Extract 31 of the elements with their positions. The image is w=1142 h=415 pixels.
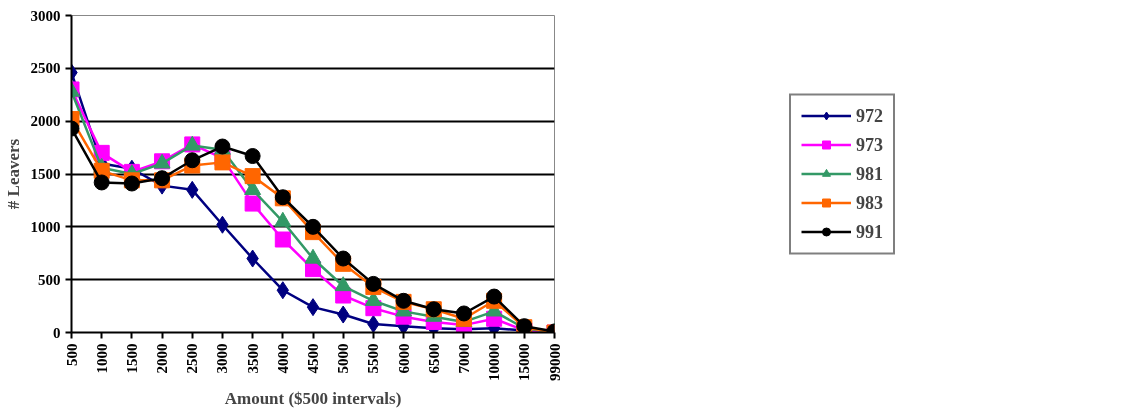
x-tick-label: 99000	[546, 343, 563, 381]
legend-label: 973	[856, 134, 883, 155]
x-tick-label: 5500	[365, 343, 382, 374]
x-tick-label: 2500	[184, 343, 201, 374]
x-tick-label: 1500	[123, 343, 140, 374]
x-tick-label: 4500	[305, 343, 321, 374]
y-tick-label: 1500	[30, 166, 61, 182]
legend-label: 981	[856, 163, 883, 184]
x-tick-label: 500	[63, 343, 80, 366]
x-tick-label: 3500	[244, 343, 261, 374]
x-tick-label: 4000	[274, 343, 291, 374]
x-axis-title: Amount ($500 intervals)	[224, 389, 402, 408]
x-tick-label: 5000	[335, 343, 352, 374]
x-tick-label: 10000	[486, 343, 503, 381]
legend-label: 972	[856, 105, 883, 126]
x-tick-label: 6000	[395, 343, 412, 374]
y-tick-label: 1000	[30, 218, 61, 235]
x-tick-label: 6500	[425, 343, 442, 374]
y-tick-label: 500	[38, 271, 61, 288]
legend-label: 991	[856, 221, 883, 242]
y-tick-label: 2000	[30, 113, 61, 130]
x-tick-label: 2000	[154, 343, 171, 374]
x-tick-label: 15000	[516, 343, 533, 381]
y-axis-title: # Leavers	[3, 138, 23, 210]
x-tick-label: 3000	[214, 343, 231, 374]
x-tick-label: 7000	[455, 343, 472, 374]
y-tick-label: 2500	[30, 60, 61, 77]
y-tick-label: 3000	[30, 7, 61, 24]
x-tick-label: 1000	[93, 343, 110, 374]
y-tick-label: 0	[53, 324, 61, 341]
legend-label: 983	[856, 192, 883, 213]
